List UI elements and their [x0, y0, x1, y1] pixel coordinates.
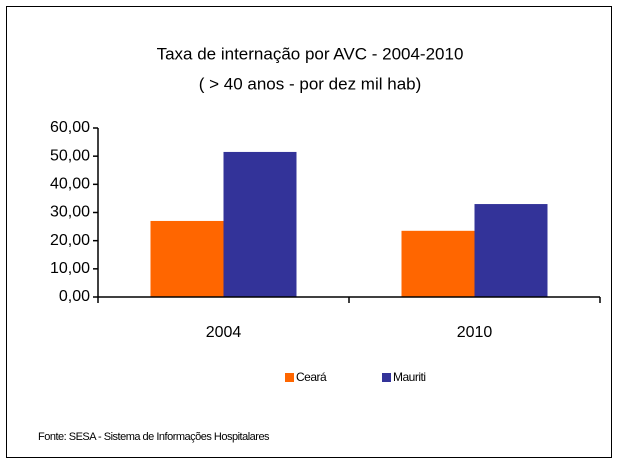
chart-subtitle: ( > 40 anos - por dez mil hab) — [199, 74, 422, 93]
y-tick-label: 40,00 — [50, 176, 90, 193]
y-tick-label: 20,00 — [50, 232, 90, 249]
y-tick-label: 0,00 — [59, 288, 90, 305]
y-tick-label: 60,00 — [50, 119, 90, 136]
bar — [223, 151, 297, 297]
x-tick-label: 2010 — [457, 324, 493, 341]
y-tick-label: 50,00 — [50, 147, 90, 164]
y-tick-label: 30,00 — [50, 204, 90, 221]
bar — [474, 204, 548, 297]
legend-swatch — [382, 373, 391, 382]
legend-swatch — [285, 373, 294, 382]
chart-title: Taxa de internação por AVC - 2004-2010 — [157, 44, 464, 63]
legend-label: Mauriti — [393, 370, 426, 384]
source-note: Fonte: SESA - Sistema de Informações Hos… — [38, 431, 270, 443]
legend-label: Ceará — [296, 370, 327, 384]
bar — [401, 230, 475, 297]
bar — [150, 220, 224, 297]
x-tick-label: 2004 — [206, 324, 242, 341]
y-tick-label: 10,00 — [50, 260, 90, 277]
